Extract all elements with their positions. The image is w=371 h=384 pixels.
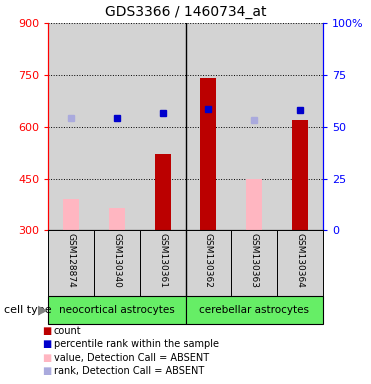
Bar: [292, 120, 308, 230]
Bar: [231, 230, 277, 296]
Bar: [140, 230, 186, 296]
Bar: [186, 23, 231, 230]
Text: rank, Detection Call = ABSENT: rank, Detection Call = ABSENT: [54, 366, 204, 376]
Text: ■: ■: [42, 366, 51, 376]
Text: cerebellar astrocytes: cerebellar astrocytes: [199, 305, 309, 315]
Bar: [246, 179, 262, 230]
Bar: [140, 23, 186, 230]
Text: neocortical astrocytes: neocortical astrocytes: [59, 305, 175, 315]
Bar: [63, 199, 79, 230]
Text: GSM128874: GSM128874: [67, 233, 76, 288]
Text: ▶: ▶: [38, 303, 47, 316]
Text: GSM130362: GSM130362: [204, 233, 213, 288]
Text: cell type: cell type: [4, 305, 51, 315]
Bar: [48, 23, 94, 230]
Bar: [155, 154, 171, 230]
Text: ■: ■: [42, 353, 51, 363]
Text: ■: ■: [42, 326, 51, 336]
Text: GSM130361: GSM130361: [158, 233, 167, 288]
Bar: [109, 208, 125, 230]
Bar: [94, 23, 140, 230]
Text: percentile rank within the sample: percentile rank within the sample: [54, 339, 219, 349]
Text: GSM130364: GSM130364: [295, 233, 304, 288]
Bar: [200, 78, 216, 230]
Text: ■: ■: [42, 339, 51, 349]
Bar: [48, 230, 94, 296]
Text: GSM130363: GSM130363: [250, 233, 259, 288]
Bar: [231, 23, 277, 230]
Title: GDS3366 / 1460734_at: GDS3366 / 1460734_at: [105, 5, 266, 19]
Bar: [94, 230, 140, 296]
Text: value, Detection Call = ABSENT: value, Detection Call = ABSENT: [54, 353, 209, 363]
Bar: [277, 23, 323, 230]
Bar: [277, 230, 323, 296]
Bar: [48, 296, 186, 324]
Bar: [186, 296, 323, 324]
Bar: [186, 230, 231, 296]
Text: GSM130340: GSM130340: [112, 233, 121, 288]
Text: count: count: [54, 326, 81, 336]
